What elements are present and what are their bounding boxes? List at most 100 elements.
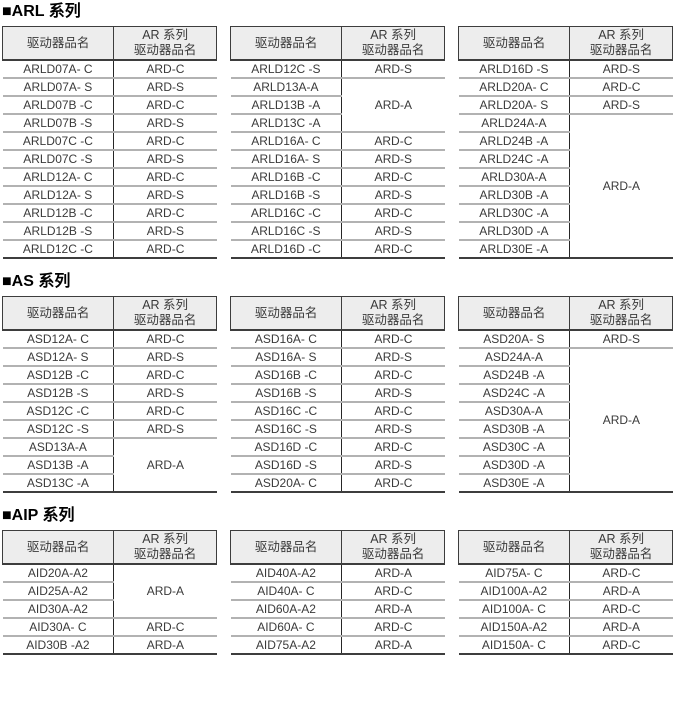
table-row: ARLD20A- S ARD-S — [458, 96, 673, 115]
ar-driver-name-cell: ARD-C — [341, 240, 445, 259]
table-row: ARLD16D -C ARD-C — [230, 240, 445, 259]
ar-driver-name-cell: ARD-C — [341, 204, 445, 223]
table-row: ARLD16D -S ARD-S — [458, 60, 673, 79]
column-header-driver-name: 驱动器品名 — [229, 296, 343, 331]
table-row: ASD24A-A ARD-A — [458, 348, 673, 493]
driver-name-cell: ASD12A- C — [2, 330, 115, 349]
driver-name-cell: ASD16D -S — [230, 456, 343, 475]
table-row: ASD12C -S ARD-S — [2, 420, 217, 439]
driver-name-cell: ASD16D -C — [230, 438, 343, 457]
table-header-row: 驱动器品名 AR 系列 驱动器品名 — [457, 530, 673, 565]
ar-driver-name-cell: ARD-C — [341, 582, 445, 601]
table-row: ASD20A- S ARD-S — [458, 330, 673, 349]
section-title-aip: ■AIP 系列 — [2, 507, 75, 524]
driver-name-cell: ASD12C -S — [2, 420, 115, 439]
column-header-driver-name: 驱动器品名 — [457, 530, 571, 565]
driver-name-cell: ARLD12A- C — [2, 168, 115, 187]
table-row: ARLD16B -S ARD-S — [230, 186, 445, 205]
table-row: ARLD24C -A — [458, 150, 673, 169]
driver-name-cell: ARLD16B -S — [230, 186, 343, 205]
column-header-ar-series-name: AR 系列 驱动器品名 — [569, 26, 673, 61]
driver-mapping-table: 驱动器品名 AR 系列 驱动器品名 AID75A- C ARD-C AID100A-A2… — [457, 530, 673, 655]
driver-name-cell: ARLD16A- C — [230, 132, 343, 151]
driver-mapping-table: 驱动器品名 AR 系列 驱动器品名 ASD20A- S ARD-S ASD24A-A AR… — [457, 296, 673, 493]
driver-name-cell: ARLD16A- S — [230, 150, 343, 169]
driver-name-cell: ASD30B -A — [458, 420, 571, 439]
driver-name-cell: ARLD16C -S — [230, 222, 343, 241]
driver-name-cell: ARLD07A- S — [2, 78, 115, 97]
driver-name-cell: ASD13B -A — [2, 456, 115, 475]
ar-driver-name-cell: ARD-A — [341, 78, 445, 133]
driver-name-cell: ASD24C -A — [458, 384, 571, 403]
table-row: ARLD30A-A — [458, 168, 673, 187]
column-header-ar-series-name: AR 系列 驱动器品名 — [341, 296, 445, 331]
table-row: ARLD16C -C ARD-C — [230, 204, 445, 223]
table-row: ASD16B -C ARD-C — [230, 366, 445, 385]
table-row: ARLD30D -A — [458, 222, 673, 241]
driver-name-cell: AID75A-A2 — [230, 636, 343, 655]
ar-driver-name-cell: ARD-A — [341, 636, 445, 655]
driver-name-cell: AID150A-A2 — [458, 618, 571, 637]
table-header-row: 驱动器品名 AR 系列 驱动器品名 — [457, 296, 673, 331]
section-aip: ■AIP 系列 驱动器品名 AR 系列 驱动器品名 AID20A-A2 ARD-A AI… — [1, 506, 683, 655]
driver-name-cell: ARLD16C -C — [230, 204, 343, 223]
driver-name-cell: ASD30A-A — [458, 402, 571, 421]
ar-driver-name-cell: ARD-A — [341, 600, 445, 619]
table-row: ARLD16A- S ARD-S — [230, 150, 445, 169]
column-header-driver-name: 驱动器品名 — [457, 26, 571, 61]
column-header-ar-series-name: AR 系列 驱动器品名 — [113, 530, 217, 565]
ar-driver-name-cell: ARD-A — [569, 348, 673, 493]
driver-name-cell: ARLD07B -S — [2, 114, 115, 133]
ar-driver-name-cell: ARD-C — [113, 240, 217, 259]
ar-driver-name-cell: ARD-S — [569, 330, 673, 349]
driver-name-cell: ARLD16D -C — [230, 240, 343, 259]
table-row: ARLD13B -A — [230, 96, 445, 115]
driver-name-cell: AID100A- C — [458, 600, 571, 619]
driver-name-cell: ASD13C -A — [2, 474, 115, 493]
driver-mapping-table: 驱动器品名 AR 系列 驱动器品名 AID20A-A2 ARD-A AID25A-A2 A… — [1, 530, 217, 655]
column-header-driver-name: 驱动器品名 — [1, 26, 115, 61]
column-header-ar-series-name: AR 系列 驱动器品名 — [341, 530, 445, 565]
driver-name-cell: ARLD07B -C — [2, 96, 115, 115]
table-row: ARLD07B -S ARD-S — [2, 114, 217, 133]
driver-name-cell: ARLD20A- S — [458, 96, 571, 115]
table-row: AID30B -A2 ARD-A — [2, 636, 217, 655]
ar-driver-name-cell: ARD-S — [113, 420, 217, 439]
ar-driver-name-cell: ARD-C — [113, 168, 217, 187]
driver-name-cell: ASD16A- S — [230, 348, 343, 367]
table-row: ARLD16C -S ARD-S — [230, 222, 445, 241]
ar-driver-name-cell: ARD-C — [113, 96, 217, 115]
ar-driver-name-cell: ARD-C — [341, 168, 445, 187]
ar-driver-name-cell: ARD-S — [113, 348, 217, 367]
ar-driver-name-cell: ARD-S — [113, 78, 217, 97]
table-row: ASD16B -S ARD-S — [230, 384, 445, 403]
ar-driver-name-cell: ARD-A — [341, 564, 445, 583]
driver-name-cell: ARLD12C -S — [230, 60, 343, 79]
ar-driver-name-cell: ARD-S — [113, 150, 217, 169]
ar-driver-name-cell: ARD-C — [341, 330, 445, 349]
table-row: ARLD12C -C ARD-C — [2, 240, 217, 259]
ar-driver-name-cell: ARD-S — [341, 384, 445, 403]
driver-mapping-table: 驱动器品名 AR 系列 驱动器品名 ARLD12C -S ARD-S ARLD13A-A… — [229, 26, 445, 259]
table-row: ASD16C -C ARD-C — [230, 402, 445, 421]
column-header-driver-name: 驱动器品名 — [457, 296, 571, 331]
table-row: ASD13C -A — [2, 474, 217, 493]
section-arl-tables: 驱动器品名 AR 系列 驱动器品名 ARLD07A- C ARD-C ARLD07A- … — [1, 26, 683, 259]
driver-name-cell: AID30A-A2 — [2, 600, 115, 619]
driver-name-cell: ASD16C -S — [230, 420, 343, 439]
driver-name-cell: ASD16B -S — [230, 384, 343, 403]
table-header-row: 驱动器品名 AR 系列 驱动器品名 — [229, 26, 445, 61]
table-row: ARLD12A- C ARD-C — [2, 168, 217, 187]
driver-name-cell: ARLD07C -S — [2, 150, 115, 169]
ar-driver-name-cell: ARD-S — [569, 96, 673, 115]
table-row: ARLD07B -C ARD-C — [2, 96, 217, 115]
ar-driver-name-cell: ARD-S — [341, 348, 445, 367]
driver-name-cell: ASD12A- S — [2, 348, 115, 367]
driver-mapping-table: 驱动器品名 AR 系列 驱动器品名 ARLD07A- C ARD-C ARLD07A- … — [1, 26, 217, 259]
column-header-driver-name: 驱动器品名 — [229, 26, 343, 61]
driver-name-cell: AID20A-A2 — [2, 564, 115, 583]
table-header-row: 驱动器品名 AR 系列 驱动器品名 — [1, 530, 217, 565]
